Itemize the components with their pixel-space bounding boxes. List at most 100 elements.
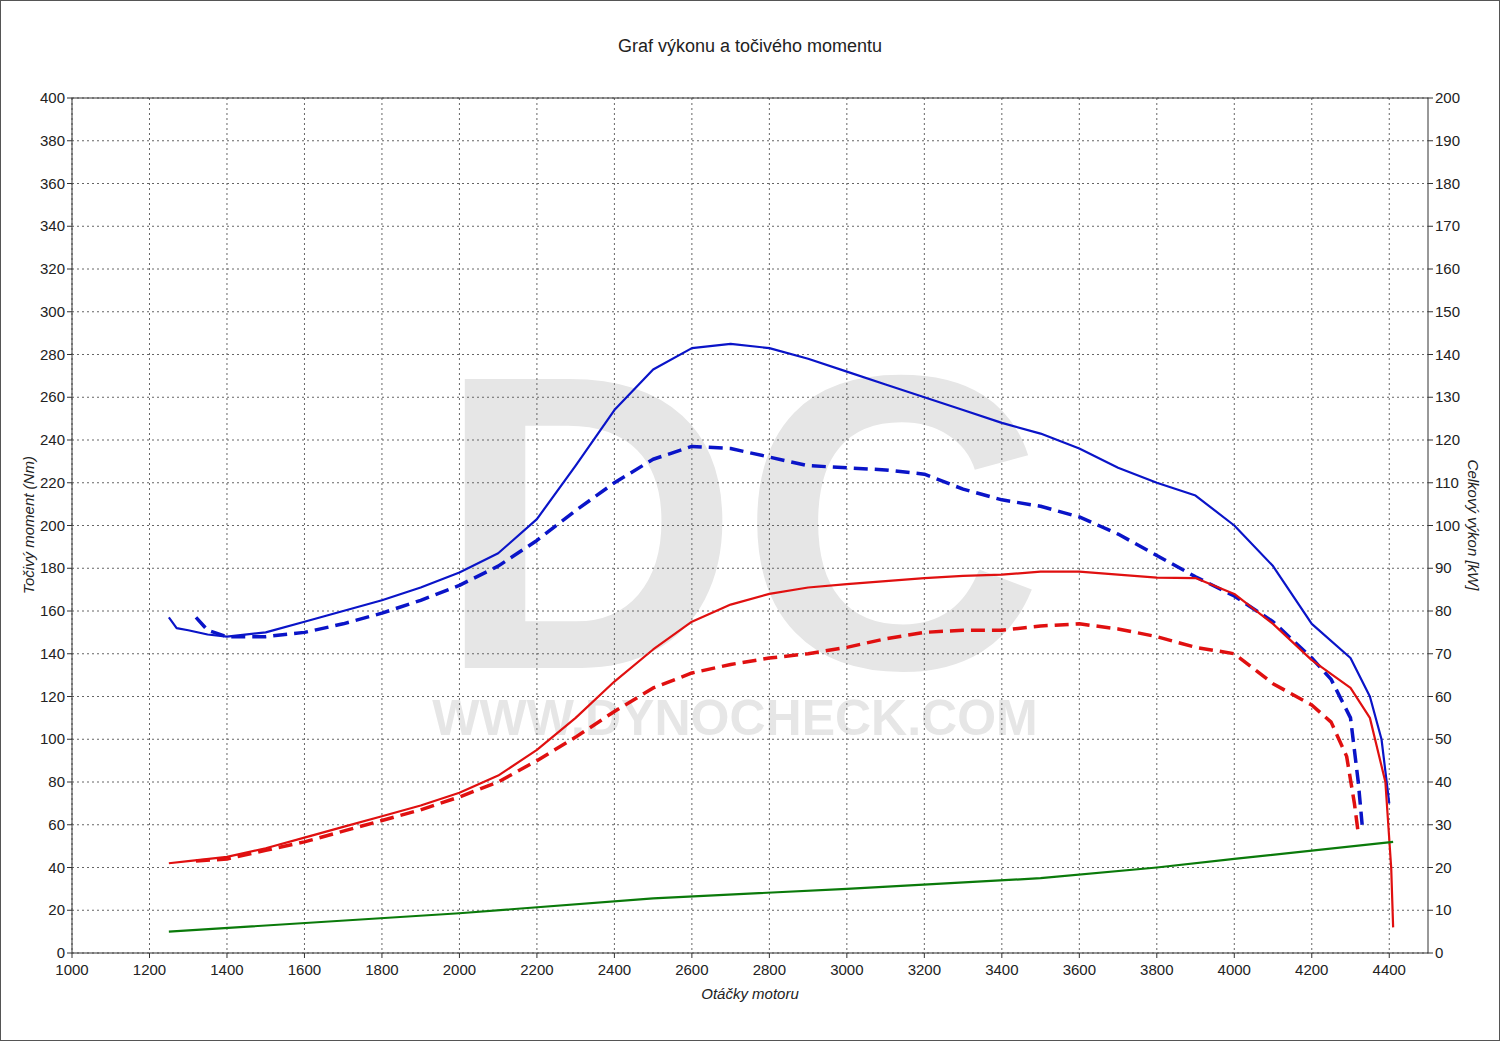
tick: [72, 953, 73, 958]
tick: [226, 953, 227, 958]
grid-line: [459, 98, 460, 953]
tick: [1428, 525, 1433, 526]
grid-line: [72, 183, 1428, 184]
tick: [1428, 269, 1433, 270]
tick: [67, 226, 72, 227]
tick-label: 120: [1435, 431, 1460, 448]
tick: [67, 568, 72, 569]
series-line: [196, 446, 1362, 824]
tick: [1428, 782, 1433, 783]
tick: [1428, 354, 1433, 355]
tick: [67, 311, 72, 312]
tick-label: 1600: [288, 961, 321, 978]
tick: [67, 140, 72, 141]
tick-label: 3000: [830, 961, 863, 978]
tick: [924, 953, 925, 958]
tick: [1001, 953, 1002, 958]
tick-label: 80: [1435, 602, 1452, 619]
tick-label: 340: [40, 217, 65, 234]
tick-label: 1400: [210, 961, 243, 978]
grid-line: [72, 354, 1428, 355]
tick-label: 10: [1435, 901, 1452, 918]
watermark: DC: [437, 288, 1044, 757]
grid-line: [149, 98, 150, 953]
tick: [1428, 824, 1433, 825]
chart: DCWWW.DYNOCHECK.COM100012001400160018002…: [0, 0, 1500, 1041]
tick: [67, 739, 72, 740]
tick: [1311, 953, 1312, 958]
tick-label: 260: [40, 388, 65, 405]
grid-line: [72, 397, 1428, 398]
tick-label: 150: [1435, 303, 1460, 320]
tick-label: 110: [1435, 474, 1459, 491]
tick: [1428, 311, 1433, 312]
grid-line: [72, 739, 1428, 740]
tick: [381, 953, 382, 958]
grid-line: [72, 696, 1428, 697]
tick-label: 100: [1435, 517, 1460, 534]
tick: [67, 482, 72, 483]
tick: [1428, 226, 1433, 227]
tick: [1428, 696, 1433, 697]
background: [1, 1, 1500, 1041]
tick: [1428, 440, 1433, 441]
grid-line: [72, 824, 1428, 825]
tick: [846, 953, 847, 958]
tick: [304, 953, 305, 958]
tick-label: 300: [40, 303, 65, 320]
tick-label: 3200: [908, 961, 941, 978]
tick: [67, 354, 72, 355]
tick-label: 160: [1435, 260, 1460, 277]
grid-line: [769, 98, 770, 953]
grid-line: [304, 98, 305, 953]
tick-label: 3400: [985, 961, 1018, 978]
tick-label: 40: [48, 859, 65, 876]
grid-line: [72, 611, 1428, 612]
tick-label: 2200: [520, 961, 553, 978]
tick-label: 140: [1435, 346, 1460, 363]
tick-label: 60: [48, 816, 65, 833]
tick-label: 20: [48, 901, 65, 918]
tick: [691, 953, 692, 958]
tick-label: 2600: [675, 961, 708, 978]
tick-label: 4400: [1373, 961, 1406, 978]
grid-line: [72, 525, 1428, 526]
tick: [1428, 653, 1433, 654]
tick-label: 400: [40, 89, 65, 106]
tick-label: 190: [1435, 132, 1460, 149]
grid-line: [72, 269, 1428, 270]
grid-line: [72, 311, 1428, 312]
tick: [67, 611, 72, 612]
tick-label: 4000: [1218, 961, 1251, 978]
grid-line: [614, 98, 615, 953]
tick: [67, 824, 72, 825]
plot-frame: [72, 98, 1428, 953]
title: Graf výkonu a točivého momentu: [618, 36, 882, 56]
tick: [1428, 98, 1433, 99]
tick: [1234, 953, 1235, 958]
grid-line: [72, 226, 1428, 227]
series-line: [169, 842, 1393, 932]
plot-area: [169, 344, 1393, 932]
tick: [1428, 482, 1433, 483]
tick: [614, 953, 615, 958]
y-label: Točivý moment (Nm): [20, 456, 37, 594]
grid: [72, 98, 1428, 953]
tick: [67, 653, 72, 654]
tick-label: 30: [1435, 816, 1452, 833]
tick: [67, 98, 72, 99]
tick: [1428, 183, 1433, 184]
tick-label: 200: [1435, 89, 1460, 106]
tick: [67, 440, 72, 441]
tick-label: 0: [57, 944, 65, 961]
tick: [67, 782, 72, 783]
tick-label: 280: [40, 346, 65, 363]
tick: [459, 953, 460, 958]
tick: [67, 696, 72, 697]
tick-label: 20: [1435, 859, 1452, 876]
tick-label: 200: [40, 517, 65, 534]
tick-label: 130: [1435, 388, 1460, 405]
tick-label: 3800: [1140, 961, 1173, 978]
tick: [769, 953, 770, 958]
tick: [67, 525, 72, 526]
